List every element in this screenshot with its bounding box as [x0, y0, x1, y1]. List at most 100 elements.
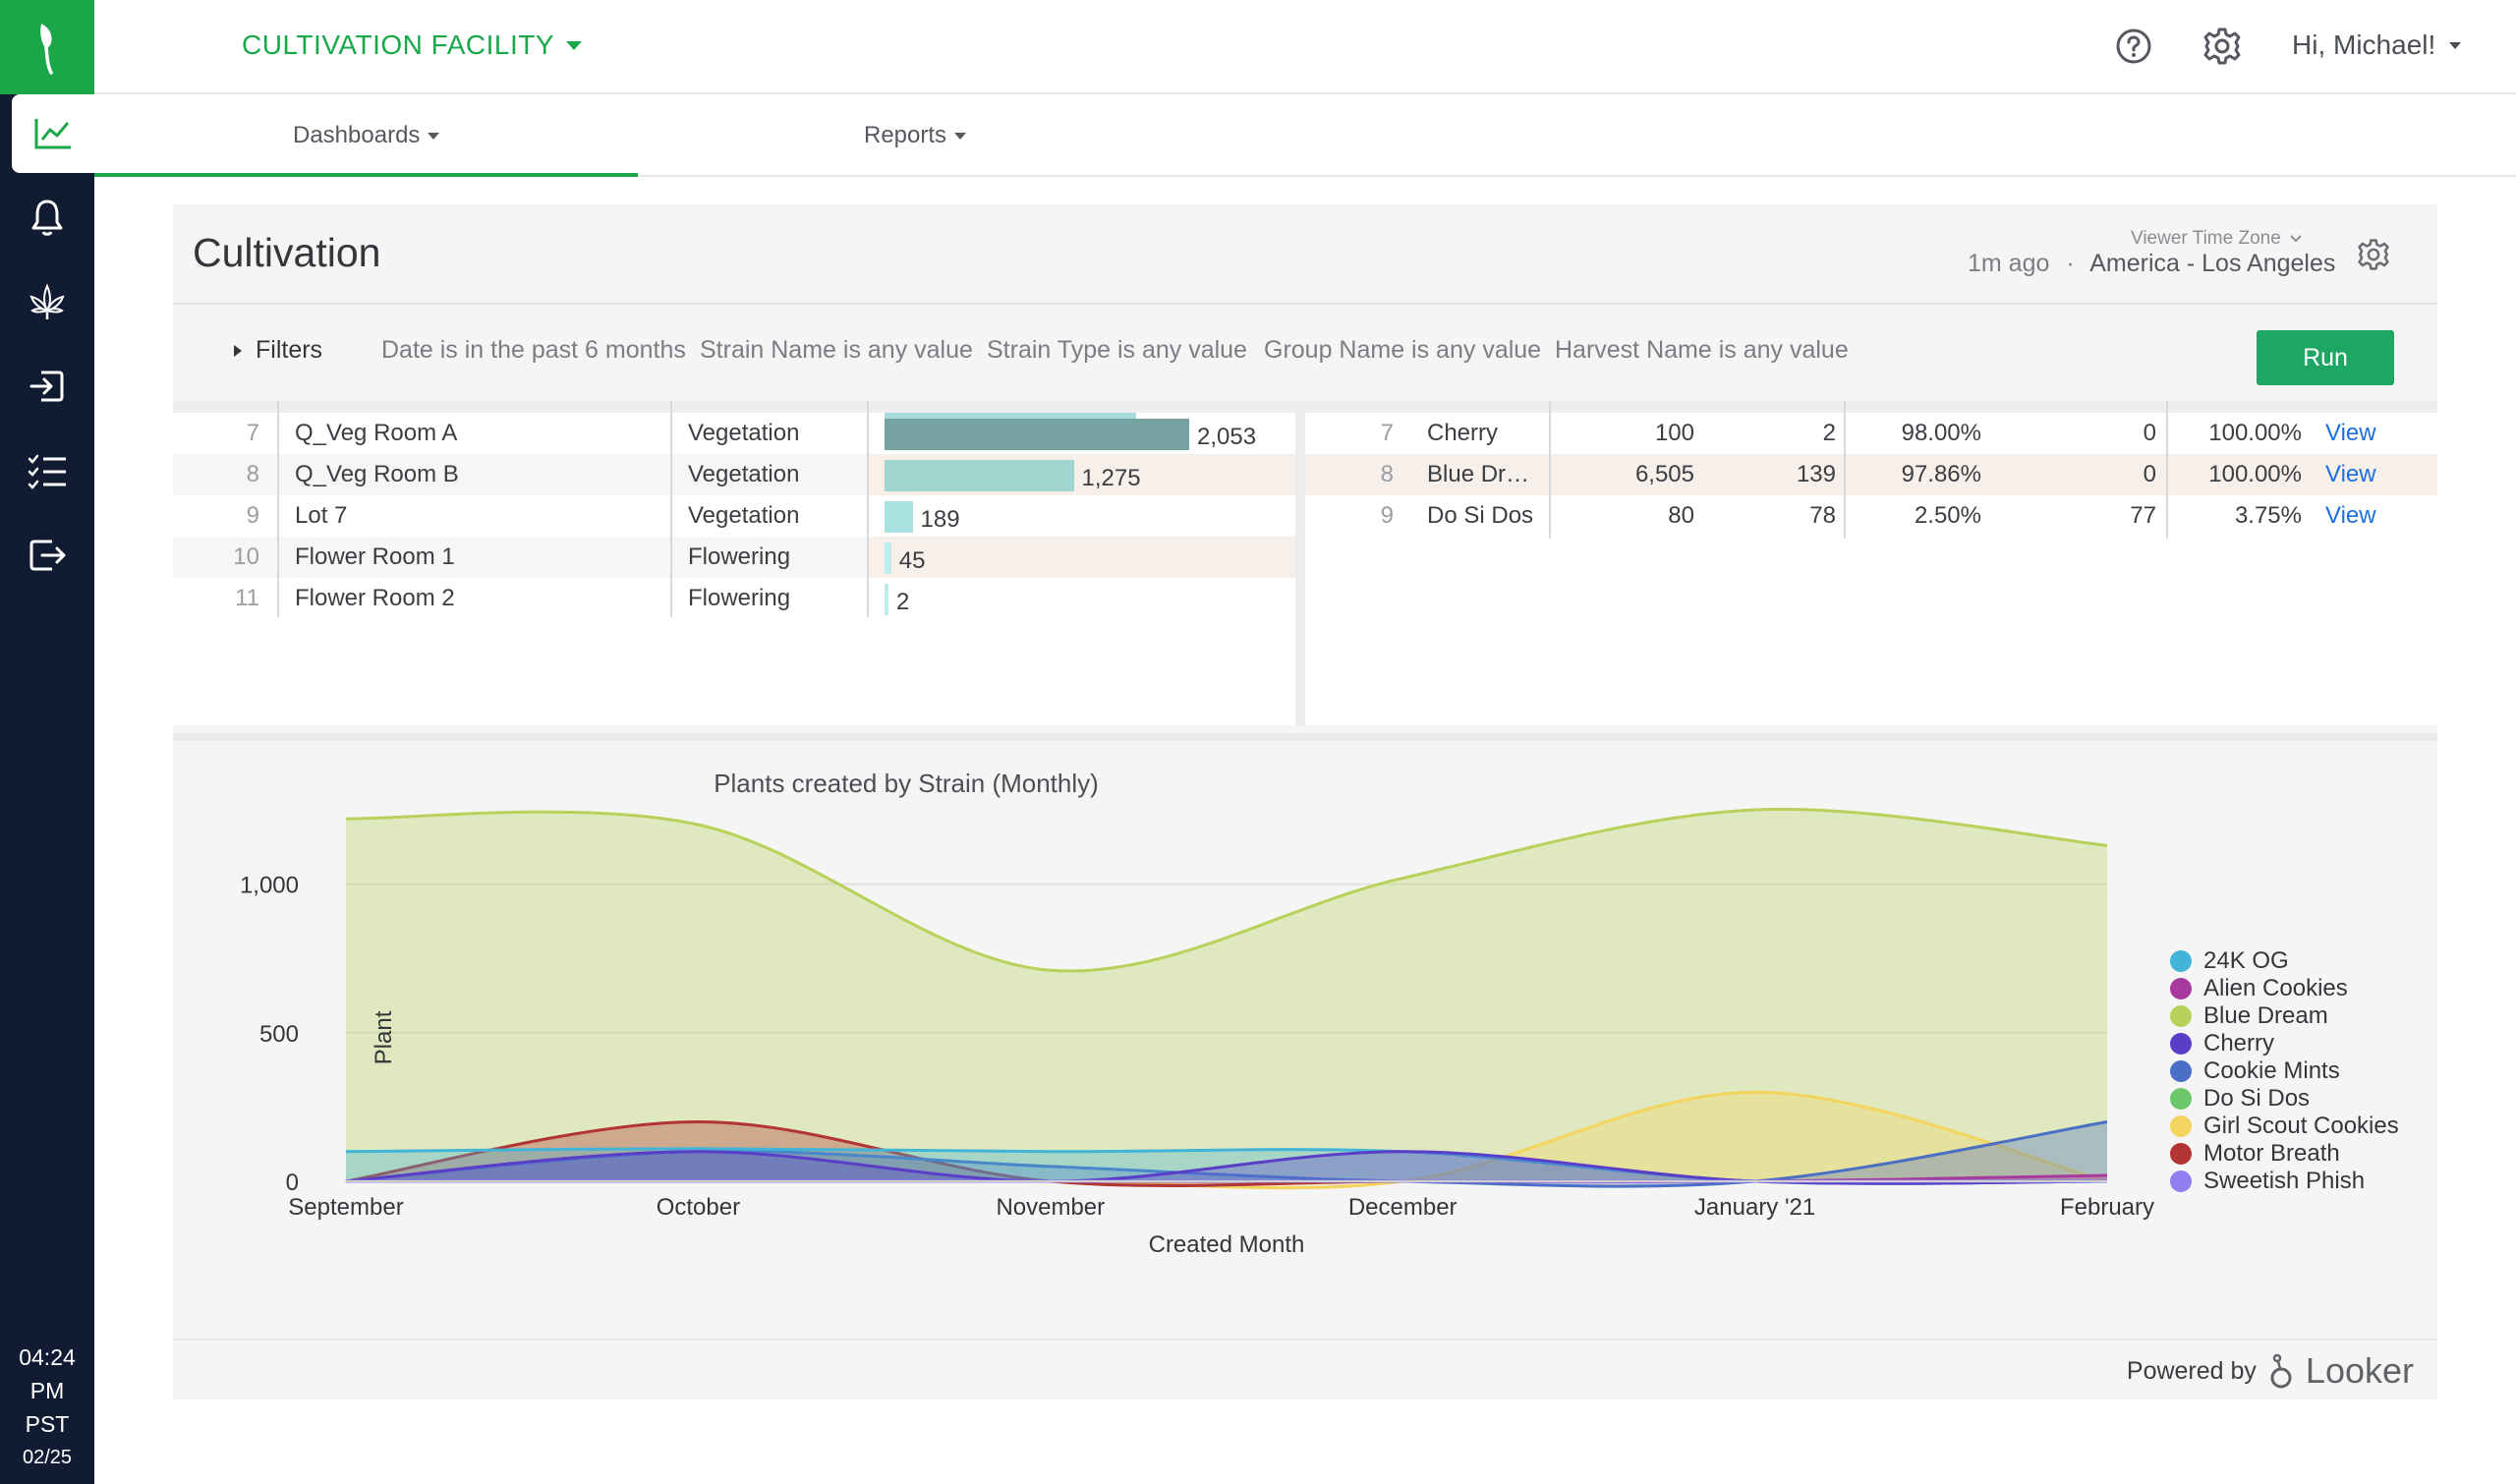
- y-tick-label: 0: [286, 1170, 299, 1196]
- x-tick-label: September: [288, 1194, 403, 1221]
- legend-label: Sweetish Phish: [2203, 1168, 2366, 1194]
- destroyed-count: 139: [1796, 461, 1836, 487]
- dashboard-footer: Powered by Looker: [173, 1339, 2437, 1399]
- room-name: Q_Veg Room B: [295, 461, 459, 487]
- legend-item[interactable]: Alien Cookies: [2170, 975, 2399, 1002]
- dashboard-settings-button[interactable]: [2357, 238, 2390, 276]
- rooms-table: 7 Q_Veg Room A Vegetation 2,053 8 Q_Veg Room …: [173, 401, 1295, 725]
- value-bar: [885, 419, 1189, 450]
- last-updated: 1m ago: [1968, 250, 2050, 277]
- legend-item[interactable]: Cookie Mints: [2170, 1057, 2399, 1085]
- timezone-label: Viewer Time Zone: [2131, 228, 2281, 249]
- bar-cell: 189: [869, 495, 1295, 537]
- legend-label: Cherry: [2203, 1030, 2275, 1056]
- value-bar: [885, 460, 1074, 491]
- other-percent: 100.00%: [2208, 461, 2302, 487]
- timezone-selector[interactable]: Viewer Time Zone: [2131, 228, 2303, 250]
- chart-legend: 24K OG Alien Cookies Blue Dream Cherry Cooki…: [2170, 947, 2399, 1195]
- column-divider: [277, 401, 279, 617]
- legend-item[interactable]: Motor Breath: [2170, 1140, 2399, 1168]
- legend-item[interactable]: Blue Dream: [2170, 1002, 2399, 1030]
- legend-swatch: [2170, 950, 2192, 972]
- chevron-down-icon: [428, 132, 440, 140]
- table-row: 10 Flower Room 1 Flowering 45: [173, 537, 1295, 578]
- rate-percent: 98.00%: [1901, 420, 1981, 446]
- settings-button[interactable]: [2200, 24, 2245, 69]
- bar-partial: [885, 413, 1136, 423]
- other-percent: 3.75%: [2234, 502, 2302, 529]
- filter-group-name[interactable]: Group Name is any value: [1264, 336, 1542, 364]
- bar-value-label: 45: [898, 547, 926, 574]
- tile-top-border: [1305, 401, 2437, 413]
- tab-reports[interactable]: Reports: [864, 94, 967, 177]
- legend-item[interactable]: Girl Scout Cookies: [2170, 1113, 2399, 1140]
- table-row: 9 Do Si Dos 80 78 2.50% 77 3.75% View: [1305, 495, 2437, 537]
- facility-name: CULTIVATION FACILITY: [242, 29, 555, 60]
- clock-date: 02/25: [22, 1447, 73, 1468]
- chart-plot: 0 500 1,000 September October November Decembe…: [240, 807, 2154, 1258]
- app-logo[interactable]: [0, 0, 94, 94]
- facility-selector[interactable]: CULTIVATION FACILITY: [242, 29, 583, 61]
- legend-label: Motor Breath: [2203, 1140, 2340, 1167]
- other-count: 77: [2130, 502, 2156, 529]
- tab-reports-label: Reports: [864, 122, 947, 148]
- filter-strain-type[interactable]: Strain Type is any value: [987, 336, 1247, 364]
- x-tick-label: November: [996, 1194, 1105, 1221]
- row-number: 7: [1380, 420, 1394, 446]
- legend-item[interactable]: Cherry: [2170, 1030, 2399, 1057]
- room-phase: Vegetation: [688, 461, 800, 487]
- value-bar: [885, 584, 888, 615]
- table-row: 7 Q_Veg Room A Vegetation 2,053: [173, 413, 1295, 454]
- strain-name: Do Si Dos: [1427, 502, 1534, 529]
- legend-item[interactable]: Sweetish Phish: [2170, 1168, 2399, 1195]
- sidebar-item-tasks[interactable]: [0, 432, 94, 511]
- sidebar-item-plants[interactable]: [0, 263, 94, 342]
- value-bar: [885, 501, 913, 533]
- legend-swatch: [2170, 1005, 2192, 1027]
- strain-name: Cherry: [1427, 420, 1499, 446]
- y-tick-label: 500: [259, 1021, 299, 1048]
- user-menu[interactable]: Hi, Michael!: [2292, 29, 2462, 61]
- row-number: 9: [246, 502, 259, 529]
- sidebar-item-analytics[interactable]: [12, 94, 94, 173]
- view-link[interactable]: View: [2325, 461, 2376, 487]
- sidebar-clock: 04:24 PM PST 02/25: [0, 1341, 94, 1474]
- legend-swatch: [2170, 1033, 2192, 1055]
- y-tick-label: 1,000: [240, 873, 299, 899]
- import-icon: [29, 371, 64, 402]
- user-greeting: Hi, Michael!: [2292, 29, 2436, 60]
- rate-percent: 2.50%: [1914, 502, 1981, 529]
- x-tick-label: December: [1348, 1194, 1458, 1221]
- status-separator: ·: [2066, 250, 2075, 277]
- area-series-line[interactable]: [345, 807, 2108, 973]
- powered-by-label: Powered by: [2126, 1356, 2257, 1385]
- dashboard-header: Cultivation Viewer Time Zone 1m ago · Am…: [173, 204, 2437, 305]
- room-phase: Vegetation: [688, 502, 800, 529]
- bar-cell: 2,053: [869, 413, 1295, 454]
- filters-bar: Filters Date is in the past 6 months Str…: [173, 307, 2437, 401]
- run-button[interactable]: Run: [2257, 330, 2394, 385]
- help-button[interactable]: [2111, 24, 2156, 69]
- bar-value-label: 1,275: [1081, 465, 1141, 491]
- filter-date[interactable]: Date is in the past 6 months: [381, 336, 686, 364]
- filters-toggle[interactable]: Filters: [234, 336, 322, 365]
- legend-item[interactable]: 24K OG: [2170, 947, 2399, 975]
- tab-dashboards[interactable]: Dashboards: [293, 94, 440, 177]
- column-divider: [2166, 401, 2168, 539]
- sidebar-item-import[interactable]: [0, 347, 94, 426]
- sidebar-item-logout[interactable]: [0, 516, 94, 595]
- column-divider: [867, 401, 869, 617]
- filter-harvest-name[interactable]: Harvest Name is any value: [1555, 336, 1849, 364]
- filter-strain-name[interactable]: Strain Name is any value: [700, 336, 973, 364]
- bell-icon: [31, 200, 63, 236]
- legend-swatch: [2170, 1060, 2192, 1082]
- looker-logo-icon: [2270, 1353, 2292, 1389]
- caret-right-icon: [234, 344, 242, 357]
- other-percent: 100.00%: [2208, 420, 2302, 446]
- view-link[interactable]: View: [2325, 502, 2376, 529]
- view-link[interactable]: View: [2325, 420, 2376, 446]
- tile-gutter: [1295, 401, 1305, 725]
- legend-item[interactable]: Do Si Dos: [2170, 1085, 2399, 1113]
- sidebar-item-notifications[interactable]: [0, 178, 94, 257]
- bar-cell: 45: [869, 537, 1295, 578]
